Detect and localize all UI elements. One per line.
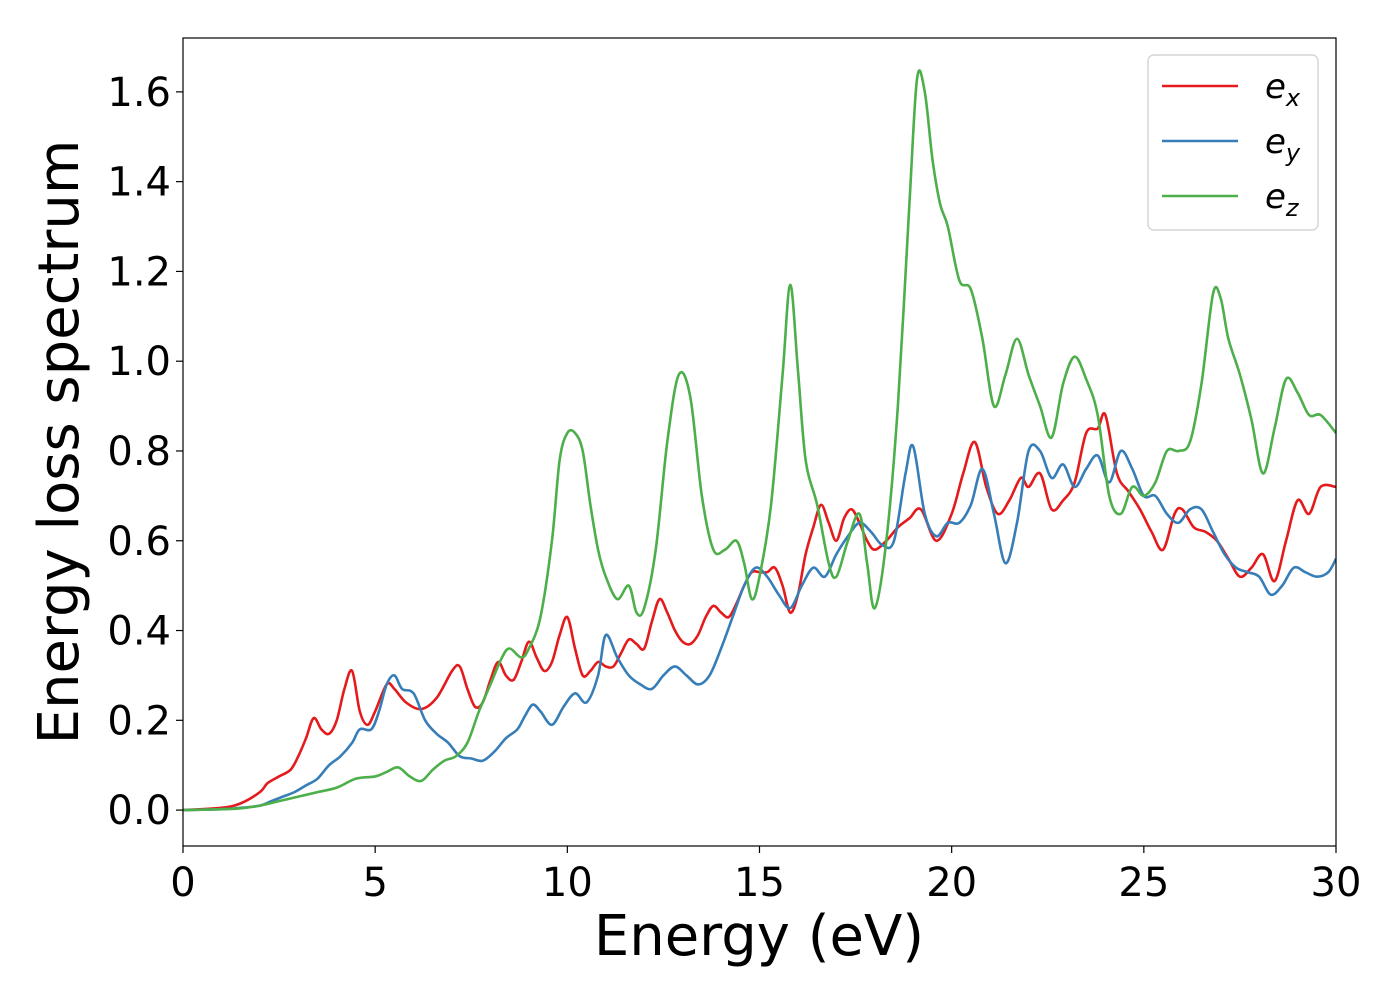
legend-label-base: e xyxy=(1265,67,1286,107)
legend-label-ez: ez xyxy=(1265,177,1300,222)
legend-label-base: e xyxy=(1265,177,1286,217)
series-line-ey xyxy=(183,443,1336,812)
y-tick-label: 0.2 xyxy=(107,698,171,744)
y-tick-label: 1.4 xyxy=(107,160,171,206)
legend-label-ey: ey xyxy=(1265,122,1301,167)
x-tick-label: 20 xyxy=(926,860,977,906)
y-tick-label: 0.8 xyxy=(107,429,171,475)
series-layer xyxy=(183,69,1336,812)
x-tick-label: 5 xyxy=(362,860,387,906)
y-axis: 0.0 0.2 0.4 0.6 0.8 1.0 1.2 1.4 1.6 xyxy=(107,70,183,834)
legend-label-subscript: y xyxy=(1285,139,1301,167)
legend-label-subscript: x xyxy=(1285,84,1301,112)
legend-label-base: e xyxy=(1265,122,1286,162)
y-tick-label: 1.2 xyxy=(107,249,171,295)
legend-label-ex: ex xyxy=(1265,67,1301,112)
y-tick-label: 0.4 xyxy=(107,609,171,655)
x-axis-title: Energy (eV) xyxy=(594,904,924,969)
legend-label-subscript: z xyxy=(1285,194,1300,222)
x-axis: 0 5 10 15 20 25 30 xyxy=(170,846,1361,906)
y-tick-label: 1.0 xyxy=(107,339,171,385)
y-tick-label: 0.0 xyxy=(107,788,171,834)
x-tick-label: 0 xyxy=(170,860,195,906)
y-tick-label: 0.6 xyxy=(107,519,171,565)
series-line-ez xyxy=(183,69,1336,812)
x-tick-label: 15 xyxy=(734,860,785,906)
series-line-ex xyxy=(183,412,1336,812)
legend-box xyxy=(1147,54,1319,231)
y-axis-title: Energy loss spectrum xyxy=(27,140,92,745)
x-tick-label: 30 xyxy=(1311,860,1362,906)
x-tick-label: 25 xyxy=(1118,860,1169,906)
y-tick-label: 1.6 xyxy=(107,70,171,116)
x-tick-label: 10 xyxy=(542,860,593,906)
